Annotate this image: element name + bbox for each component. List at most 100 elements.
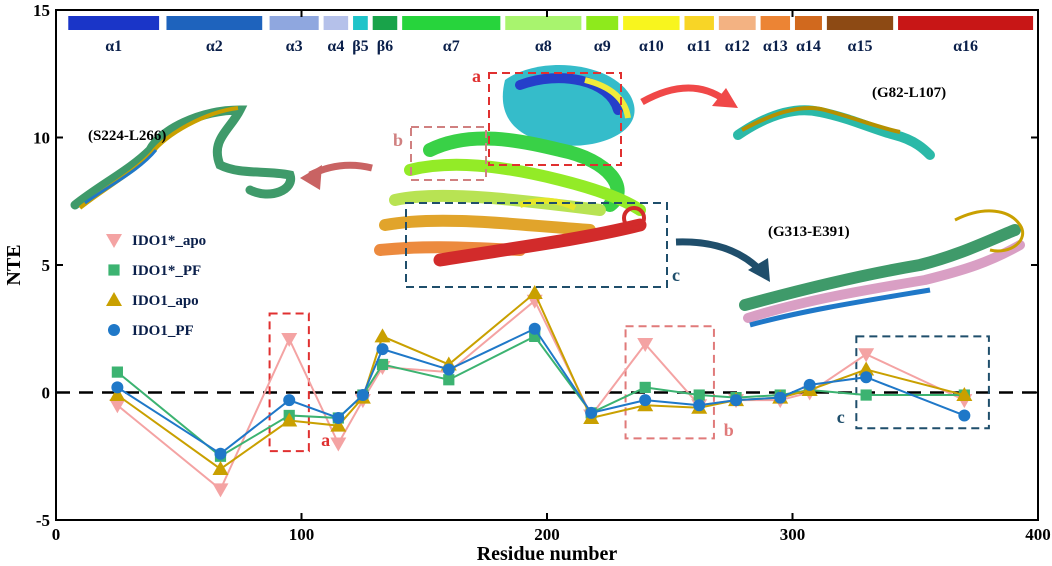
series-2-point-7 <box>526 285 543 300</box>
series-3-point-4 <box>356 389 369 402</box>
x-tick-label-2: 200 <box>534 525 560 544</box>
arrowhead-s224-l266 <box>300 165 322 190</box>
range-label-g313-e391: (G313-E391) <box>768 224 850 240</box>
ss-label-6: α7 <box>443 38 460 55</box>
arrowhead-g82-l107 <box>712 88 738 108</box>
annotation-boxes: a b c <box>268 312 990 453</box>
series-3-point-10 <box>693 399 706 412</box>
series-2-point-15 <box>956 387 973 402</box>
structure-box-c <box>405 202 668 288</box>
x-axis-title: Residue number <box>477 543 618 565</box>
ss-segment-1 <box>166 16 263 30</box>
series-1-point-9 <box>639 381 651 393</box>
ss-label-10: α11 <box>687 38 711 55</box>
y-tick-label-4: 15 <box>33 1 50 20</box>
series-2-point-0 <box>109 387 126 402</box>
ss-label-8: α9 <box>594 38 611 55</box>
series-1-point-14 <box>860 389 872 401</box>
series-line-3 <box>116 327 965 455</box>
ss-label-12: α13 <box>763 38 788 55</box>
ss-segment-0 <box>68 16 160 30</box>
series-3-point-9 <box>639 394 652 407</box>
arrowhead-g313-e391 <box>748 258 770 282</box>
ss-label-13: α14 <box>796 38 821 55</box>
y-tick-label-2: 5 <box>42 256 51 275</box>
series-0-point-14 <box>858 348 875 363</box>
series-3-point-13 <box>803 378 816 391</box>
ss-segment-2 <box>269 16 319 30</box>
series-3-point-1 <box>214 447 227 460</box>
series-0-point-3 <box>330 437 347 452</box>
series-3-point-8 <box>585 406 598 419</box>
series-2-point-2 <box>281 412 298 427</box>
protein-structure-illustration: a b c <box>70 64 1025 328</box>
ss-segment-12 <box>760 16 791 30</box>
fragment-g82-l107-structure <box>733 105 935 160</box>
structure-box-a <box>488 72 622 166</box>
series-1-point-5 <box>376 358 389 371</box>
series-0-point-0 <box>109 399 126 414</box>
series-line-2 <box>116 291 965 471</box>
series-3-point-6 <box>442 363 455 376</box>
legend: IDO1*_apo IDO1*_PF IDO1_apo IDO1_PF <box>106 233 206 339</box>
series-3-point-11 <box>730 394 743 407</box>
fragment-g313-e391-structure <box>739 209 1025 328</box>
series-3-point-7 <box>528 322 541 335</box>
series-line-0 <box>116 299 965 491</box>
y-tick-label-0: -5 <box>36 511 50 530</box>
series-0 <box>109 294 973 498</box>
secondary-structure-bar: α1 α2 α3 α4 β5 β6 α7 α8 α9 α10 α11 α12 α13 α14 α15 α16 <box>68 16 1034 55</box>
ss-label-5: β6 <box>377 38 393 55</box>
legend-label-0: IDO1*_apo <box>132 233 206 249</box>
ss-segment-10 <box>684 16 714 30</box>
range-label-g82-l107: (G82-L107) <box>872 85 946 101</box>
ss-segment-9 <box>623 16 680 30</box>
y-tick-label-1: 0 <box>42 384 51 403</box>
series-3-point-0 <box>111 381 124 394</box>
ss-label-2: α3 <box>286 38 303 55</box>
annotation-box-letter-c: c <box>837 407 845 427</box>
annotation-box-letter-b: b <box>724 420 734 440</box>
ss-segment-4 <box>353 16 368 30</box>
series-2-point-1 <box>212 461 229 475</box>
legend-label-2: IDO1_apo <box>132 293 199 309</box>
ss-segment-15 <box>898 16 1034 30</box>
series-1-point-10 <box>693 389 705 401</box>
ss-label-11: α12 <box>725 38 750 55</box>
x-tick-label-0: 0 <box>52 525 61 544</box>
ss-label-15: α16 <box>953 38 978 55</box>
series-line-1 <box>116 335 965 458</box>
fragment-s224-l266-structure <box>70 105 296 210</box>
arrow-to-g82-l107 <box>640 84 728 106</box>
x-tick-label-3: 300 <box>780 525 806 544</box>
ss-segment-6 <box>402 16 501 30</box>
series-3-point-15 <box>958 409 971 422</box>
series-0-point-1 <box>212 483 229 498</box>
central-protein-structure <box>374 64 647 267</box>
series-0-point-9 <box>637 338 654 353</box>
annotation-box-b <box>624 325 715 440</box>
y-axis-title: NTE <box>3 244 25 285</box>
structure-box-b-letter: b <box>393 130 403 150</box>
structure-box-a-letter: a <box>472 66 481 86</box>
x-axis-ticks: 0 100 200 300 400 <box>52 10 1051 544</box>
ss-segment-11 <box>718 16 756 30</box>
legend-label-3: IDO1_PF <box>132 323 194 339</box>
ss-label-4: β5 <box>352 38 368 55</box>
series-1-point-7 <box>529 330 541 342</box>
series-3-point-14 <box>860 371 873 384</box>
series-0-point-2 <box>281 332 298 347</box>
x-tick-label-1: 100 <box>289 525 315 544</box>
series-3-point-2 <box>283 394 296 407</box>
ss-segment-13 <box>794 16 822 30</box>
x-tick-label-4: 400 <box>1025 525 1051 544</box>
annotation-box-c <box>855 335 990 430</box>
legend-marker-0 <box>106 234 122 248</box>
series-layer <box>109 285 973 498</box>
ss-segment-14 <box>826 16 894 30</box>
ss-segment-8 <box>586 16 619 30</box>
ss-segment-3 <box>323 16 349 30</box>
legend-marker-2 <box>106 292 122 306</box>
series-3-point-5 <box>376 343 389 356</box>
